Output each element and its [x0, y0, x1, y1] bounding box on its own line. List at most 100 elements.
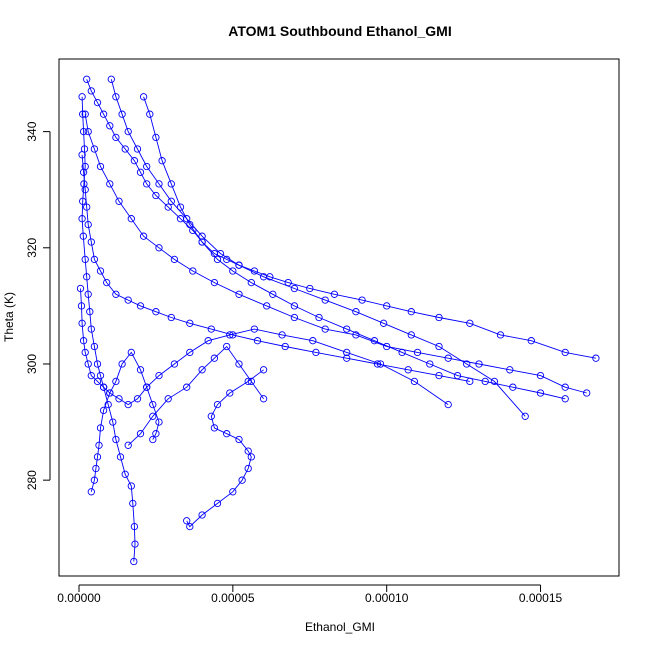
data-point [149, 412, 157, 420]
data-point [136, 366, 145, 374]
data-point [92, 464, 100, 473]
data-point [124, 127, 132, 136]
data-point [435, 371, 443, 380]
data-point [383, 342, 391, 351]
data-point [96, 267, 105, 275]
data-point [155, 418, 163, 426]
data-point [96, 424, 105, 432]
data-point [155, 244, 163, 252]
data-point [435, 342, 443, 351]
data-point [152, 191, 160, 200]
data-point [198, 511, 206, 519]
chart-title: ATOM1 Southbound Ethanol_GMI [228, 23, 451, 39]
data-point [186, 220, 194, 229]
data-point [306, 284, 314, 293]
data-point [183, 517, 191, 525]
trace-line [127, 345, 264, 446]
data-point [426, 360, 434, 368]
data-point [146, 110, 154, 118]
data-trace [139, 93, 569, 403]
data-point [170, 360, 179, 368]
data-point [263, 302, 271, 310]
data-point [223, 430, 231, 438]
data-point [352, 331, 360, 339]
data-trace [87, 348, 163, 496]
data-point [133, 395, 142, 403]
data-point [536, 371, 545, 380]
data-point [143, 180, 151, 188]
data-point [235, 360, 243, 368]
data-point [84, 220, 92, 229]
data-point [321, 296, 329, 304]
data-point [106, 389, 114, 397]
data-point [229, 267, 237, 275]
data-point [527, 337, 535, 345]
data-point [152, 308, 160, 316]
data-point [81, 110, 89, 118]
data-point [84, 290, 92, 298]
data-point [407, 331, 415, 339]
y-tick-label: 340 [25, 121, 39, 141]
trace-line [143, 96, 566, 400]
data-point [213, 400, 222, 409]
data-point [139, 232, 148, 240]
data-point [506, 366, 514, 374]
data-point [167, 313, 175, 322]
data-point [87, 87, 95, 95]
data-point [87, 238, 95, 246]
trace-line [86, 79, 596, 359]
data-point [143, 162, 151, 171]
data-point [259, 395, 268, 403]
data-point [86, 308, 94, 316]
trace-line [80, 288, 449, 406]
data-point [453, 371, 462, 380]
data-point [561, 348, 569, 357]
data-point [158, 157, 166, 165]
data-point [321, 325, 329, 333]
data-point [99, 383, 108, 391]
data-point [136, 430, 145, 438]
data-point [96, 162, 105, 171]
data-point [83, 273, 91, 281]
data-point [99, 110, 108, 118]
data-point [106, 122, 114, 130]
data-point [407, 308, 415, 316]
data-point [124, 441, 132, 449]
data-point [235, 290, 243, 298]
data-point [78, 151, 86, 159]
data-point [330, 290, 339, 298]
data-point [83, 203, 91, 211]
data-point [79, 127, 88, 136]
data-point [583, 389, 591, 397]
data-point [129, 499, 137, 508]
data-point [112, 133, 120, 142]
data-point [109, 418, 117, 426]
data-point [87, 325, 95, 333]
y-tick-label: 280 [25, 470, 39, 490]
data-point [247, 453, 255, 461]
data-point [278, 331, 286, 339]
data-point [118, 110, 126, 118]
data-point [244, 464, 252, 473]
data-point [76, 284, 85, 293]
data-point [93, 453, 102, 461]
data-point [444, 354, 452, 362]
data-point [106, 180, 114, 188]
data-point [121, 470, 129, 478]
x-tick-label: 0.00005 [211, 591, 255, 605]
data-point [90, 342, 99, 351]
data-point [496, 331, 505, 339]
data-point [358, 296, 366, 304]
y-axis: 280 300 320 340 [25, 121, 51, 490]
data-point [90, 476, 99, 484]
data-point [343, 325, 351, 333]
data-point [167, 180, 175, 188]
data-point [210, 354, 219, 362]
data-point [176, 203, 185, 211]
data-point [130, 157, 139, 165]
data-point [213, 255, 222, 264]
data-point [124, 296, 132, 304]
data-point [90, 145, 99, 153]
data-point [379, 319, 388, 327]
